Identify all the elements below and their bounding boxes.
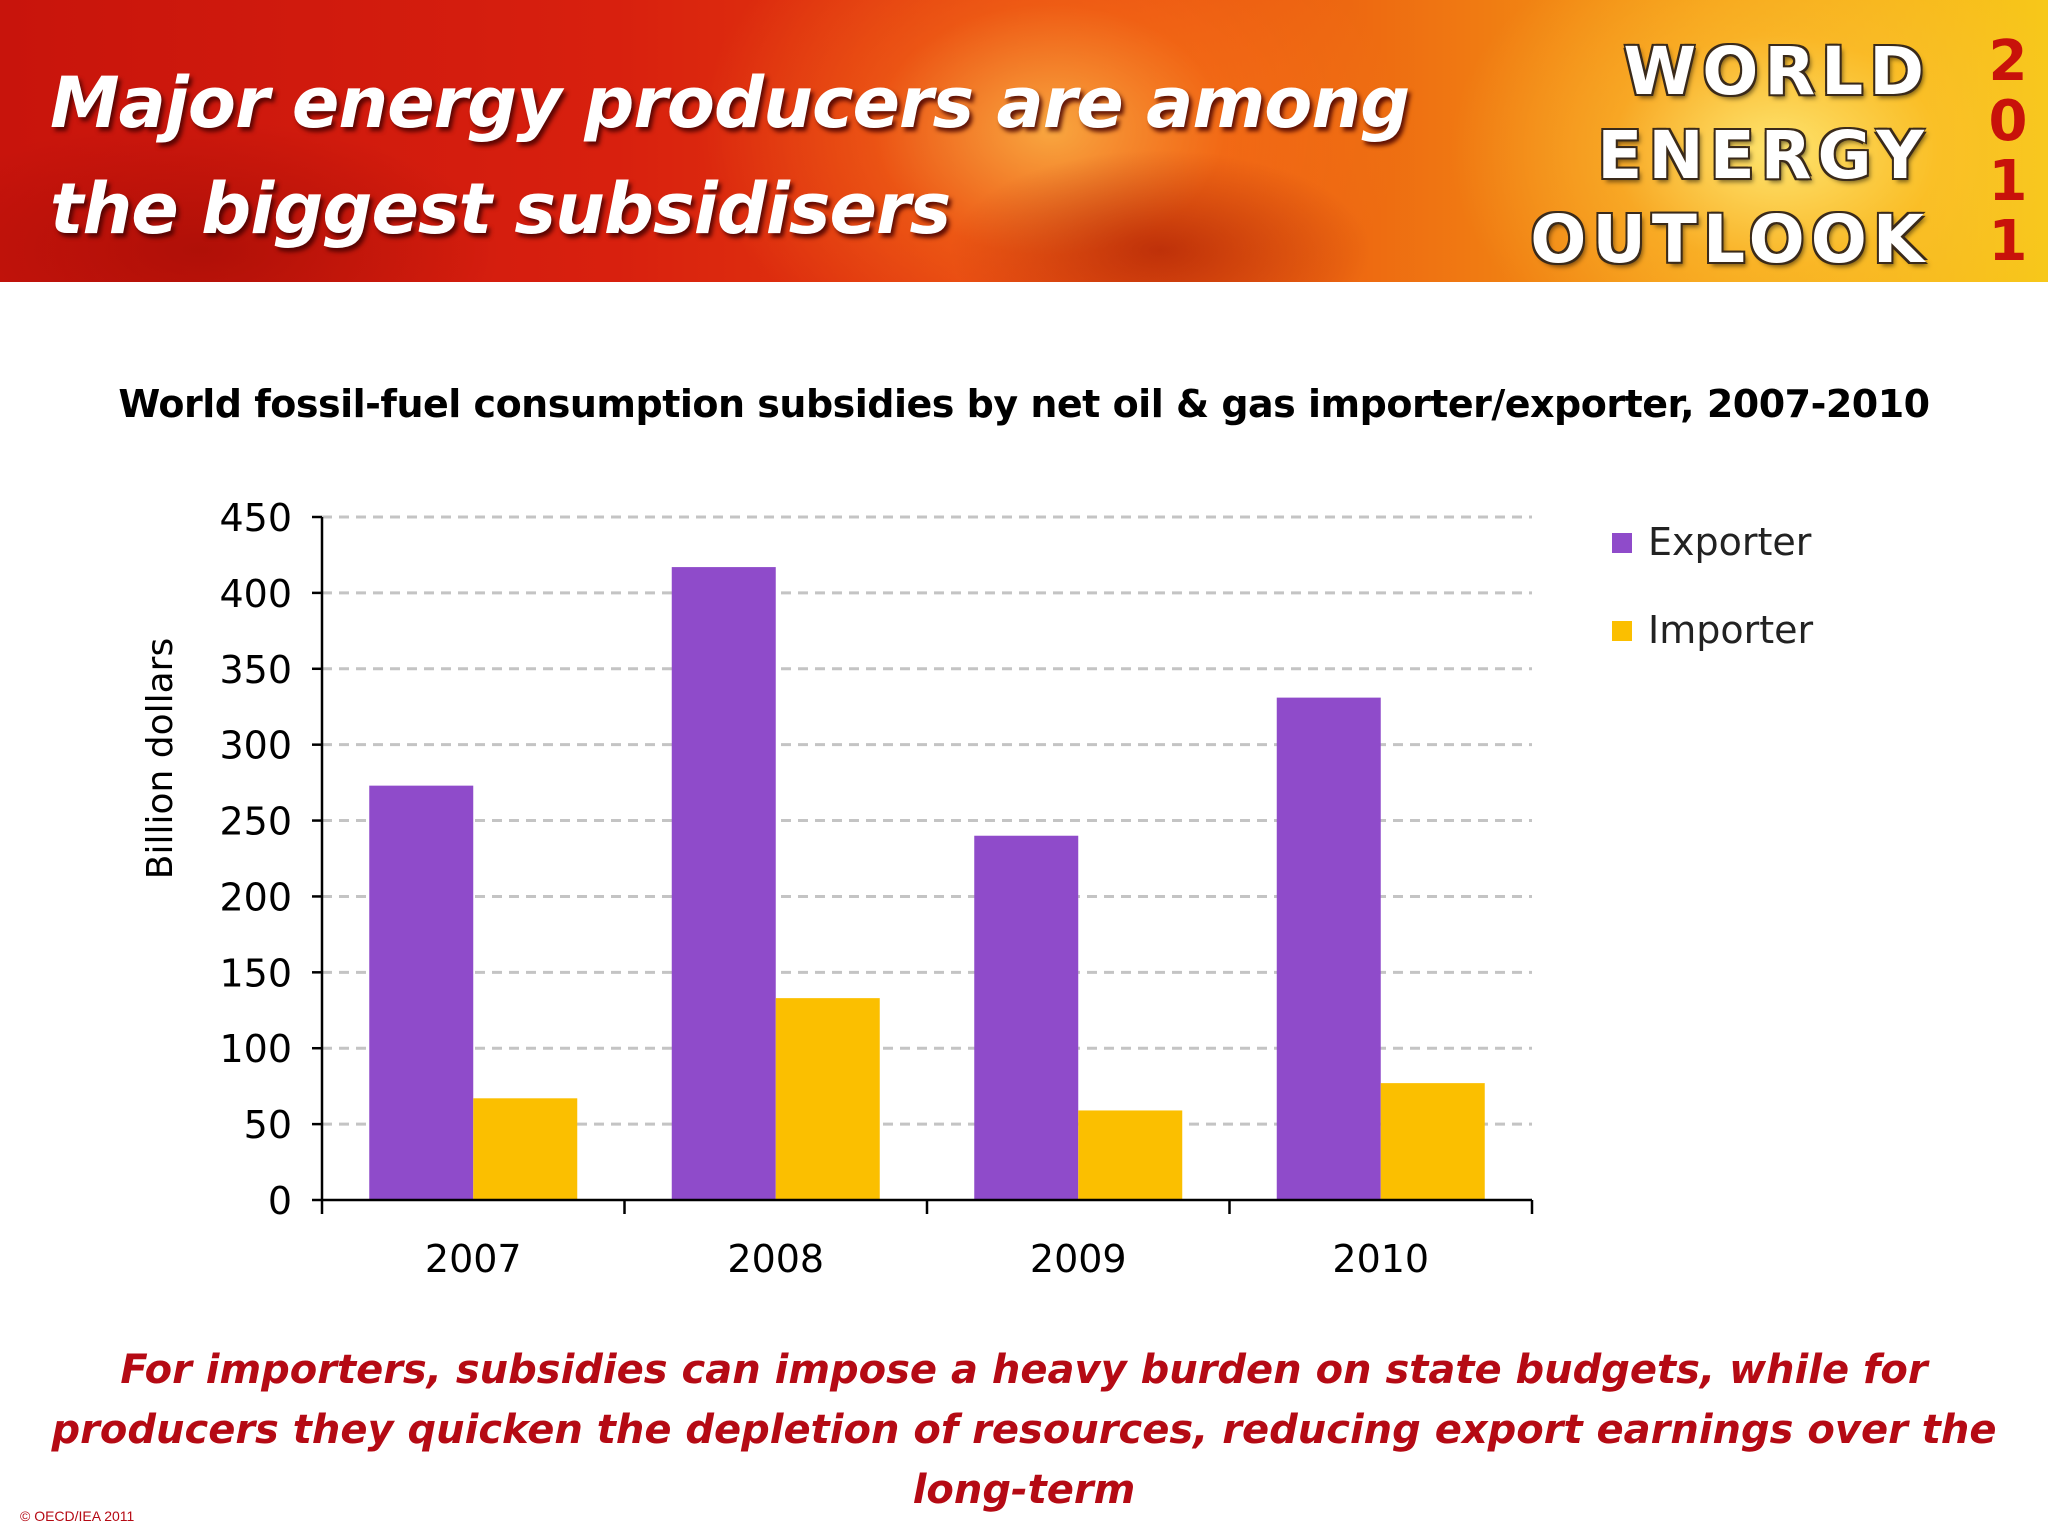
- y-tick-label: 50: [244, 1103, 292, 1147]
- y-tick-label: 400: [219, 572, 292, 616]
- weo-logo: WORLD ENERGY OUTLOOK: [1490, 30, 1930, 282]
- bar-importer: [473, 1098, 578, 1200]
- logo-year-digit: 1: [1988, 209, 2028, 274]
- x-tick-label: 2010: [1332, 1237, 1429, 1281]
- y-tick-label: 450: [219, 496, 292, 540]
- header-banner: Major energy producers are among the big…: [0, 0, 2048, 282]
- logo-line-energy: ENERGY: [1597, 117, 1930, 194]
- legend-swatch-exporter: [1612, 533, 1632, 553]
- logo-year-digit: 1: [1988, 149, 2028, 214]
- logo-year: 2 0 1 1: [1978, 32, 2038, 272]
- y-tick-label: 250: [219, 800, 292, 844]
- logo-line-outlook: OUTLOOK: [1530, 201, 1930, 278]
- x-tick-label: 2008: [727, 1237, 824, 1281]
- bar-exporter: [671, 567, 776, 1200]
- bar-importer: [775, 998, 880, 1200]
- legend-label-exporter: Exporter: [1648, 520, 1812, 564]
- y-axis-label: Billion dollars: [140, 638, 181, 880]
- y-tick-label: 200: [219, 875, 292, 919]
- bar-exporter: [974, 835, 1079, 1200]
- y-tick-label: 100: [219, 1027, 292, 1071]
- y-tick-label: 350: [219, 648, 292, 692]
- legend-label-importer: Importer: [1648, 608, 1814, 652]
- copyright: © OECD/IEA 2011: [20, 1508, 135, 1524]
- slide-headline: Major energy producers are among the big…: [50, 62, 1410, 250]
- y-tick-label: 150: [219, 951, 292, 995]
- y-tick-label: 0: [268, 1179, 292, 1223]
- bar-importer: [1380, 1083, 1485, 1200]
- footnote: For importers, subsidies can impose a he…: [51, 1347, 1997, 1513]
- y-tick-label: 300: [219, 724, 292, 768]
- x-tick-label: 2009: [1030, 1237, 1127, 1281]
- chart-title: World fossil-fuel consumption subsidies …: [118, 382, 1930, 426]
- bar-chart: 0 50 100 150 200 250 300 350 400 450 Billion dolla…: [140, 496, 1534, 1281]
- bar-exporter: [1276, 697, 1381, 1200]
- banner-glow: [1450, 0, 2048, 282]
- x-tick-label: 2007: [425, 1237, 522, 1281]
- logo-year-digit: 2: [1988, 29, 2028, 94]
- logo-line-world: WORLD: [1623, 33, 1930, 110]
- legend-swatch-importer: [1612, 621, 1632, 641]
- bar-exporter: [369, 785, 474, 1200]
- bar-importer: [1078, 1110, 1183, 1200]
- logo-year-digit: 0: [1988, 89, 2028, 154]
